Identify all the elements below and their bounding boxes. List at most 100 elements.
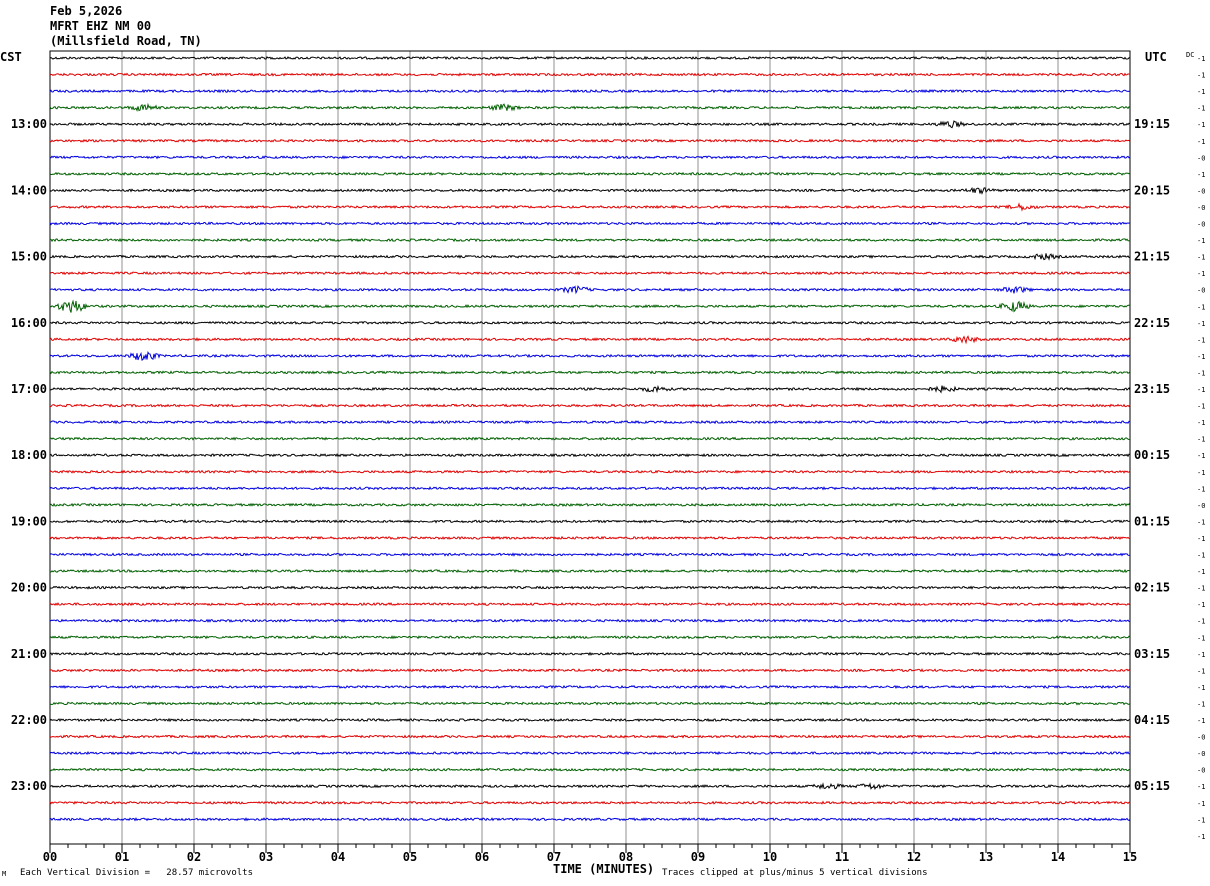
station-code: MFRT EHZ NM 00 [50, 19, 152, 33]
dc-offset-label: -1 [1197, 485, 1205, 493]
dc-offset-label: -1 [1197, 700, 1205, 708]
dc-offset-label: -1 [1197, 601, 1205, 609]
station-location: (Millsfield Road, TN) [50, 34, 202, 48]
trace-row [49, 285, 1131, 295]
dc-offset-label: -1 [1197, 171, 1205, 179]
dc-offset-label: -1 [1197, 237, 1205, 245]
trace-row [49, 419, 1131, 425]
trace-row [49, 734, 1131, 739]
trace-row [49, 320, 1131, 325]
trace-row [49, 817, 1131, 822]
trace-row [49, 88, 1131, 94]
dc-offset-label: -1 [1197, 717, 1205, 725]
dc-offset-label: -0 [1197, 187, 1205, 195]
trace-row [49, 602, 1131, 607]
trace-row [49, 535, 1131, 541]
trace-row [49, 237, 1131, 243]
trace-row [49, 568, 1131, 574]
trace-row [49, 751, 1131, 756]
trace-row [49, 221, 1131, 226]
trace-row [49, 335, 1131, 345]
dc-offset-label: -1 [1197, 55, 1205, 63]
left-hour-label: 13:00 [11, 117, 47, 131]
right-timezone-label: UTC [1145, 50, 1167, 64]
dc-offset-label: -1 [1197, 651, 1205, 659]
trace-row [49, 138, 1131, 143]
dc-offset-label: -1 [1197, 320, 1205, 328]
plot-date: Feb 5,2026 [50, 4, 123, 18]
left-hour-label: 20:00 [11, 581, 47, 595]
x-tick-label: 01 [115, 850, 129, 864]
trace-row [49, 370, 1131, 375]
dc-offset-label: -1 [1197, 105, 1205, 113]
right-hour-label: 03:15 [1134, 647, 1170, 661]
dc-offset-label: -1 [1197, 369, 1205, 377]
x-axis-title: TIME (MINUTES) [553, 862, 655, 876]
trace-row [49, 171, 1131, 177]
dc-offset-label: -1 [1197, 353, 1205, 361]
x-tick-label: 08 [619, 850, 633, 864]
trace-row [49, 635, 1131, 640]
trace-row [49, 782, 1131, 790]
right-hour-label: 05:15 [1134, 779, 1170, 793]
dc-offset-label: -1 [1197, 138, 1205, 146]
trace-row [49, 102, 1131, 112]
dc-offset-label: -1 [1197, 254, 1205, 262]
trace-row [49, 299, 1131, 313]
trace-row [49, 767, 1131, 772]
left-hour-label: 19:00 [11, 514, 47, 528]
dc-offset-label: -1 [1197, 634, 1205, 642]
right-hour-label: 19:15 [1134, 117, 1170, 131]
left-hour-label: 21:00 [11, 647, 47, 661]
dc-offset-label: -1 [1197, 667, 1205, 675]
dc-offset-label: -1 [1197, 303, 1205, 311]
trace-row [49, 271, 1131, 276]
trace-row [49, 469, 1131, 474]
dc-offset-label: -1 [1197, 568, 1205, 576]
trace-row [49, 55, 1131, 61]
right-hour-label: 22:15 [1134, 316, 1170, 330]
dc-offset-label: -1 [1197, 783, 1205, 791]
dc-offset-label: -1 [1197, 419, 1205, 427]
dc-offset-label: -1 [1197, 518, 1205, 526]
trace-row [49, 155, 1131, 160]
left-hour-label: 16:00 [11, 316, 47, 330]
trace-row [49, 717, 1131, 723]
right-hour-label: 20:15 [1134, 183, 1170, 197]
trace-row [49, 684, 1131, 690]
dc-offset-label: -0 [1197, 204, 1205, 212]
plot-header: Feb 5,2026 MFRT EHZ NM 00 (Millsfield Ro… [50, 4, 202, 49]
dc-offset-label: -1 [1197, 800, 1205, 808]
dc-offset-label: -0 [1197, 221, 1205, 229]
trace-row [49, 502, 1131, 507]
dc-offset-label: -0 [1197, 767, 1205, 775]
dc-offset-label: -1 [1197, 684, 1205, 692]
dc-offset-label: -1 [1197, 386, 1205, 394]
dc-offset-label: -1 [1197, 833, 1205, 841]
trace-row [49, 651, 1131, 657]
trace-row [49, 618, 1131, 623]
trace-row [49, 350, 1131, 361]
x-tick-label: 07 [547, 850, 561, 864]
trace-row [49, 800, 1131, 805]
trace-row [49, 453, 1131, 458]
right-hour-label: 21:15 [1134, 250, 1170, 264]
x-tick-label: 10 [763, 850, 777, 864]
dc-offset-label: -1 [1197, 336, 1205, 344]
dc-offset-label: -0 [1197, 734, 1205, 742]
scale-note: Each Vertical Division = 28.57 microvolt… [20, 868, 253, 878]
dc-offset-label: -1 [1197, 72, 1205, 80]
trace-row [49, 436, 1131, 441]
dc-offset-label: -1 [1197, 270, 1205, 278]
dc-offset-label: -1 [1197, 121, 1205, 129]
right-hour-label: 02:15 [1134, 581, 1170, 595]
dc-label: DC [1186, 51, 1194, 59]
dc-offset-label: -1 [1197, 403, 1205, 411]
plot-frame [49, 50, 1131, 845]
left-hour-label: 14:00 [11, 183, 47, 197]
left-timezone-label: CST [0, 50, 22, 64]
dc-offset-label: -0 [1197, 750, 1205, 758]
trace-row [49, 668, 1131, 673]
right-hour-label: 01:15 [1134, 514, 1170, 528]
